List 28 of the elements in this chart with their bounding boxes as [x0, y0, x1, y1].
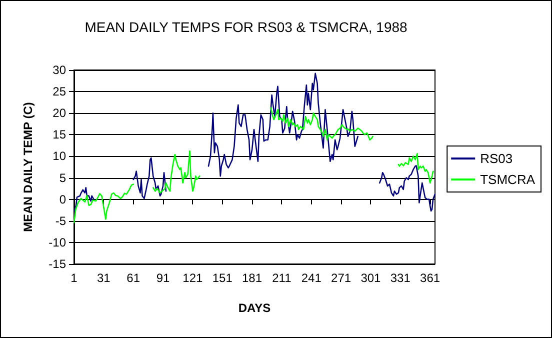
legend-label: TSMCRA [480, 172, 536, 187]
x-tick-label: 331 [390, 271, 411, 285]
legend-label: RS03 [480, 151, 513, 166]
y-tick-label: 25 [52, 84, 66, 99]
y-tick-label: 20 [52, 106, 66, 120]
x-tick-label: 1 [70, 271, 78, 285]
x-tick-label: 61 [126, 271, 140, 285]
x-tick-label: 211 [272, 271, 292, 285]
x-tick-label: 181 [242, 271, 262, 285]
x-tick-label: 31 [96, 271, 111, 285]
x-tick-label: 241 [301, 271, 322, 285]
x-tick-label: 151 [212, 271, 233, 285]
x-tick-label: 361 [420, 271, 440, 285]
y-axis-title: MEAN DAILY TEMP (C) [21, 102, 35, 232]
y-tick-label: 5 [59, 170, 66, 185]
x-tick-label: 91 [156, 271, 170, 285]
x-tick-label: 301 [360, 271, 382, 285]
y-tick-label: 10 [52, 149, 66, 164]
x-axis-title: DAYS [238, 301, 271, 315]
y-tick-label: 15 [52, 128, 66, 142]
y-tick-label: -5 [55, 214, 66, 228]
chart-title: MEAN DAILY TEMPS FOR RS03 & TSMCRA, 1988 [84, 19, 408, 35]
x-tick-label: 271 [331, 271, 352, 285]
y-tick-label: 30 [52, 63, 66, 77]
y-tick-label: -10 [48, 235, 66, 250]
y-tick-label: 0 [59, 192, 66, 206]
x-tick-label: 121 [182, 271, 204, 285]
y-tick-label: -15 [48, 257, 66, 271]
